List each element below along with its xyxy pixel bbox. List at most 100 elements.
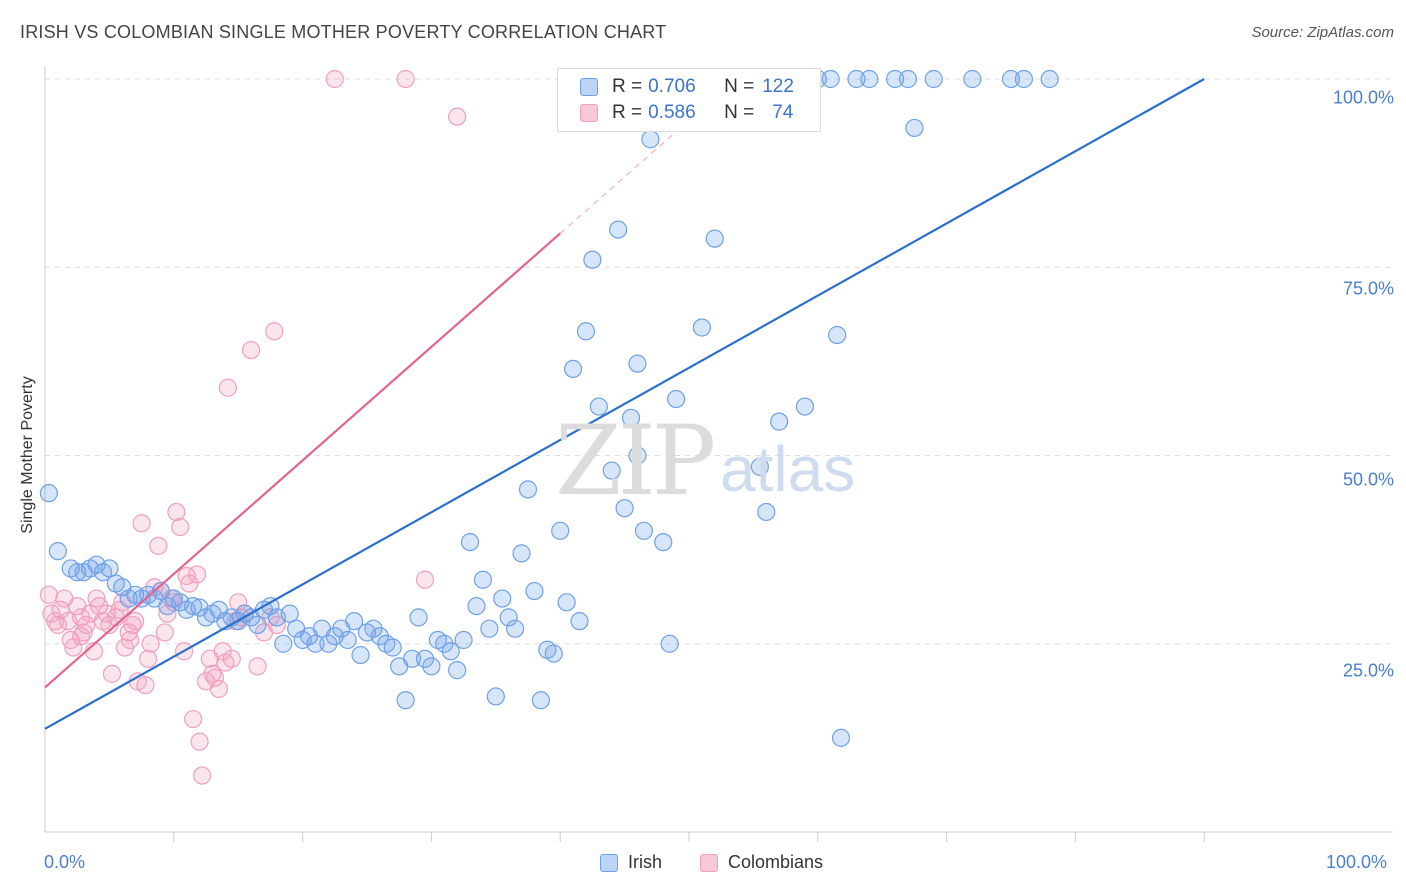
colombians-point xyxy=(155,623,174,642)
irish-point xyxy=(750,457,769,476)
irish-points xyxy=(39,69,1059,747)
colombians-point xyxy=(205,668,225,687)
legend-row-irish: R = 0.706 N = 122 xyxy=(580,75,794,99)
irish-point xyxy=(364,619,383,638)
colombians-point xyxy=(265,322,284,341)
irish-point xyxy=(1040,69,1059,89)
irish-point xyxy=(609,220,628,239)
colombians-trend-extension xyxy=(559,119,690,234)
trend-lines xyxy=(44,78,1205,730)
irish-point xyxy=(660,634,679,653)
irish-point xyxy=(831,728,851,747)
irish-point xyxy=(551,521,570,540)
colombians-point xyxy=(102,664,122,683)
colombians-point xyxy=(126,612,145,631)
irish-trend-line xyxy=(44,78,1205,730)
irish-point xyxy=(486,687,505,706)
irish-point xyxy=(667,389,686,409)
irish-point xyxy=(576,322,596,341)
bottom-irish-label: Irish xyxy=(628,852,663,872)
irish-point xyxy=(770,412,789,431)
irish-point xyxy=(583,250,602,269)
irish-point xyxy=(493,589,512,608)
colombians-trend-line xyxy=(44,232,561,689)
y-tick-label-100: 100.0% xyxy=(1332,87,1394,108)
colombians-point xyxy=(149,536,168,555)
colombians-point xyxy=(193,766,212,785)
irish-point xyxy=(274,634,293,653)
irish-point xyxy=(409,608,428,627)
colombians-point xyxy=(120,630,140,650)
colombians-points xyxy=(39,69,467,785)
irish-point xyxy=(415,649,435,668)
colombians-point xyxy=(136,676,155,695)
irish-point xyxy=(795,397,815,416)
irish-point xyxy=(100,559,119,578)
colombians-point xyxy=(158,604,177,623)
colombians-point xyxy=(222,649,241,668)
colombians-r-label: R = xyxy=(612,102,643,123)
chart-title: IRISH VS COLOMBIAN SINGLE MOTHER POVERTY… xyxy=(20,22,667,42)
irish-swatch xyxy=(580,78,598,96)
y-tick-label-75: 75.0% xyxy=(1342,278,1394,299)
irish-point xyxy=(602,461,621,480)
colombians-point xyxy=(89,596,109,616)
bottom-irish-swatch xyxy=(600,853,618,872)
irish-point xyxy=(338,630,357,650)
colombians-point xyxy=(209,679,228,699)
colombians-point xyxy=(325,69,344,89)
irish-point xyxy=(351,645,370,665)
irish-point xyxy=(512,544,531,563)
irish-point xyxy=(563,359,583,379)
irish-point xyxy=(383,638,402,657)
irish-point xyxy=(654,532,673,552)
irish-point xyxy=(480,619,499,638)
colombians-point xyxy=(138,649,158,668)
colombians-r-value: 0.586 xyxy=(648,102,696,123)
irish-point xyxy=(1001,69,1021,89)
watermark-atlas: atlas xyxy=(720,433,856,505)
colombians-point xyxy=(241,340,261,360)
x-tick-label-0: 0.0% xyxy=(44,852,86,872)
colombians-point xyxy=(48,615,67,635)
irish-point xyxy=(628,354,647,373)
irish-point xyxy=(499,608,518,627)
colombians-point xyxy=(448,107,467,126)
irish-point xyxy=(280,604,299,623)
irish-point xyxy=(924,69,943,89)
irish-point xyxy=(39,484,58,503)
y-tick-label-50: 50.0% xyxy=(1342,469,1394,490)
irish-point xyxy=(402,649,422,668)
colombians-point xyxy=(229,593,248,612)
irish-point xyxy=(757,502,776,522)
colombians-point xyxy=(167,502,186,522)
irish-point xyxy=(454,630,473,650)
irish-r-label: R = xyxy=(612,76,643,97)
irish-point xyxy=(589,397,608,416)
bottom-legend-irish: Irish xyxy=(600,852,662,873)
correlation-legend: R = 0.706 N = 122 R = 0.586 N = 74 xyxy=(557,68,821,132)
irish-point xyxy=(847,69,866,89)
colombians-point xyxy=(187,565,207,584)
irish-point xyxy=(473,570,493,589)
irish-point xyxy=(1014,69,1033,89)
irish-point xyxy=(184,596,203,616)
source-label: Source: ZipAtlas.com xyxy=(1251,24,1394,41)
legend-row-colombians: R = 0.586 N = 74 xyxy=(580,101,793,125)
bottom-legend-colombians: Colombians xyxy=(700,852,823,873)
colombians-point xyxy=(184,709,203,729)
colombians-point xyxy=(415,570,435,589)
irish-point xyxy=(345,612,364,631)
bottom-colombians-label: Colombians xyxy=(728,852,824,872)
irish-point xyxy=(705,229,724,248)
irish-point xyxy=(441,642,460,661)
x-tick-label-100: 100.0% xyxy=(1326,852,1388,872)
colombians-point xyxy=(100,615,119,635)
axes xyxy=(44,66,1393,842)
irish-point xyxy=(692,318,711,337)
colombians-point xyxy=(218,378,237,397)
colombians-point xyxy=(132,514,151,533)
irish-point xyxy=(525,581,544,601)
colombians-point xyxy=(396,69,415,89)
